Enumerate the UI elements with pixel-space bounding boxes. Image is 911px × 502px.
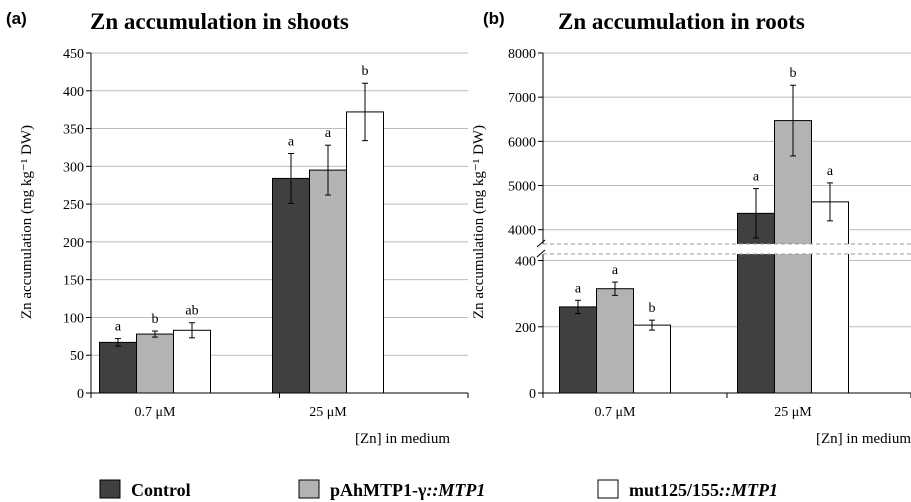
shoots-ytick-label: 350 — [63, 123, 84, 138]
roots-ytick-label: 7000 — [508, 91, 536, 106]
panel-a-title: Zn accumulation in shoots — [90, 9, 349, 34]
shoots-significance-label: a — [288, 134, 295, 149]
roots-significance-label: a — [753, 170, 760, 185]
panel-b-ylabel: Zn accumulation (mg kg⁻¹ DW) — [471, 125, 487, 319]
roots-ytick-label: 200 — [515, 321, 536, 336]
roots-ytick-label: 4000 — [508, 224, 536, 239]
legend-item-pahmtp1: pAhMTP1-γ::MTP1 — [298, 479, 485, 500]
shoots-significance-label: a — [325, 126, 332, 141]
roots-ytick-label: 6000 — [508, 135, 536, 150]
roots-bar-mut125 — [811, 201, 849, 394]
shoots-ytick-label: 0 — [77, 387, 84, 402]
roots-bar-control — [559, 306, 597, 394]
roots-significance-label: b — [790, 66, 797, 81]
shoots-ytick-label: 100 — [63, 311, 84, 326]
shoots-bar-mut125 — [346, 111, 384, 394]
shoots-significance-label: a — [115, 320, 122, 335]
shoots-ytick-label: 400 — [63, 85, 84, 100]
legend-swatch-mut125 — [597, 479, 619, 499]
shoots-ytick-label: 250 — [63, 198, 84, 213]
panel-b-xlabel: [Zn] in medium — [816, 431, 911, 447]
roots-bar-pahmtp1 — [774, 120, 812, 394]
roots-axis-break-gap — [533, 244, 911, 254]
roots-ytick-label: 400 — [515, 255, 536, 270]
legend: Control pAhMTP1-γ::MTP1 mut125/155::MTP1 — [99, 479, 778, 500]
shoots-bar-control — [99, 341, 137, 394]
shoots-ytick-label: 450 — [63, 47, 84, 62]
roots-bar-chart: 0 200 400 4000 5000 6000 7000 8000 a a a b b a 0.7 μM 2… — [508, 47, 911, 420]
roots-significance-label: a — [612, 263, 619, 278]
roots-bar-pahmtp1 — [596, 288, 634, 394]
shoots-category-label: 0.7 μM — [135, 405, 177, 420]
legend-swatch-control — [99, 479, 121, 499]
roots-category-label: 25 μM — [774, 405, 812, 420]
shoots-bar-control — [272, 177, 310, 394]
shoots-bar-mut125 — [173, 329, 211, 394]
roots-significance-label: a — [827, 164, 834, 179]
shoots-ytick-label: 50 — [70, 349, 84, 364]
roots-ytick-label: 8000 — [508, 47, 536, 62]
legend-label-control: Control — [131, 480, 191, 500]
legend-item-control: Control — [99, 479, 191, 500]
shoots-ytick-label: 200 — [63, 236, 84, 251]
roots-bar-mut125 — [633, 324, 671, 394]
roots-category-label: 0.7 μM — [595, 405, 637, 420]
legend-label-pahmtp1: pAhMTP1-γ::MTP1 — [330, 480, 485, 500]
shoots-ytick-label: 150 — [63, 274, 84, 289]
shoots-significance-label: b — [362, 64, 369, 79]
legend-item-mut125: mut125/155::MTP1 — [597, 479, 778, 500]
panel-a-ylabel: Zn accumulation (mg kg⁻¹ DW) — [19, 125, 35, 319]
shoots-significance-label: b — [152, 312, 159, 327]
roots-significance-label: b — [649, 301, 656, 316]
roots-bar-control — [737, 212, 775, 394]
roots-axis-break-mark — [536, 249, 546, 258]
panel-b-title: Zn accumulation in roots — [558, 9, 805, 34]
shoots-bar-pahmtp1 — [136, 333, 174, 394]
shoots-ytick-label: 300 — [63, 160, 84, 175]
roots-ytick-label: 0 — [529, 387, 536, 402]
panel-a-xlabel: [Zn] in medium — [355, 431, 450, 447]
shoots-significance-label: ab — [185, 304, 198, 319]
shoots-bar-pahmtp1 — [309, 169, 347, 394]
legend-label-mut125: mut125/155::MTP1 — [629, 480, 778, 500]
roots-ytick-label: 5000 — [508, 180, 536, 195]
roots-axis-break-mark — [536, 239, 546, 248]
shoots-category-label: 25 μM — [309, 405, 347, 420]
panel-a-letter: (a) — [6, 9, 27, 28]
legend-swatch-pahmtp1 — [298, 479, 320, 499]
roots-significance-label: a — [575, 281, 582, 296]
panel-b-letter: (b) — [483, 9, 505, 28]
